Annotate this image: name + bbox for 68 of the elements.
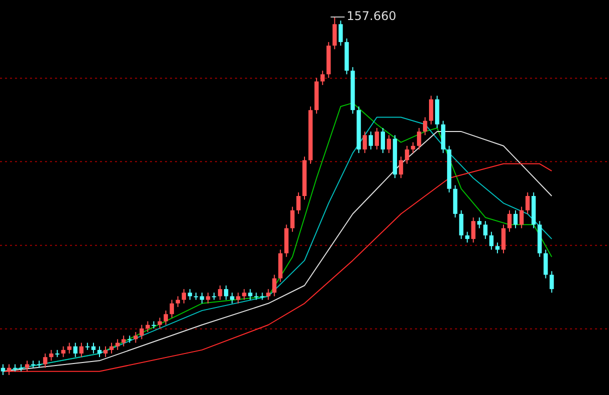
candlestick	[6, 364, 12, 376]
candlestick	[170, 299, 174, 318]
candlestick	[332, 16, 337, 50]
candlestick	[200, 292, 204, 304]
candlestick	[49, 349, 54, 362]
candlestick	[218, 285, 222, 300]
candlestick	[410, 142, 416, 154]
candlestick	[97, 346, 102, 358]
candlestick	[91, 342, 96, 354]
candlestick	[236, 292, 240, 304]
candlestick	[43, 353, 48, 368]
candlestick	[103, 346, 108, 358]
candlestick	[386, 134, 392, 154]
candlestick	[176, 296, 180, 308]
candlestick	[338, 20, 343, 46]
candlestick	[206, 292, 210, 304]
candlestick	[0, 364, 6, 376]
candlestick	[25, 360, 30, 372]
candlestick	[544, 249, 548, 279]
candlestick	[489, 231, 494, 250]
candlestick	[230, 292, 234, 304]
candlestick	[368, 131, 373, 150]
candlestick	[404, 145, 410, 164]
candlestick	[380, 127, 385, 154]
candlestick	[507, 210, 512, 232]
candlestick	[109, 342, 114, 354]
candlestick	[398, 156, 404, 179]
candlestick	[471, 216, 476, 244]
candlestick	[266, 288, 270, 300]
candlestick	[422, 116, 428, 136]
candlestick	[296, 192, 301, 214]
candlestick	[188, 288, 192, 300]
candlestick	[429, 95, 434, 125]
candlestick	[164, 310, 168, 326]
candlestick	[495, 242, 500, 254]
candlestick	[61, 346, 66, 358]
candlestick	[248, 288, 252, 300]
candlestick	[465, 231, 470, 244]
annotation: 157.660	[346, 9, 396, 24]
candlestick	[272, 274, 276, 297]
candlestick	[513, 210, 518, 229]
candlestick	[362, 131, 367, 154]
candlestick	[525, 192, 530, 214]
candlestick	[374, 127, 379, 150]
candlestick	[212, 292, 216, 300]
candlestick	[122, 335, 126, 347]
candlestick	[146, 320, 150, 333]
candlestick	[519, 206, 524, 229]
candlestick	[483, 220, 488, 240]
candlestick	[477, 216, 482, 229]
candlestick	[242, 288, 246, 300]
candlestick	[416, 127, 422, 150]
candlestick	[290, 206, 295, 232]
candlestick	[79, 342, 84, 358]
candlestick	[73, 342, 78, 358]
candlestick	[501, 224, 506, 254]
candlestick	[459, 210, 464, 240]
candlestick	[224, 285, 228, 300]
candlestick	[158, 317, 162, 329]
candlestick	[128, 335, 132, 344]
candlestick	[320, 70, 325, 86]
candlestick	[194, 292, 198, 300]
candlestick	[134, 332, 138, 344]
candlestick	[140, 324, 144, 340]
candlestick	[550, 270, 554, 294]
candlestick	[182, 288, 186, 304]
candlestick	[115, 338, 120, 350]
candlestick	[67, 342, 72, 354]
